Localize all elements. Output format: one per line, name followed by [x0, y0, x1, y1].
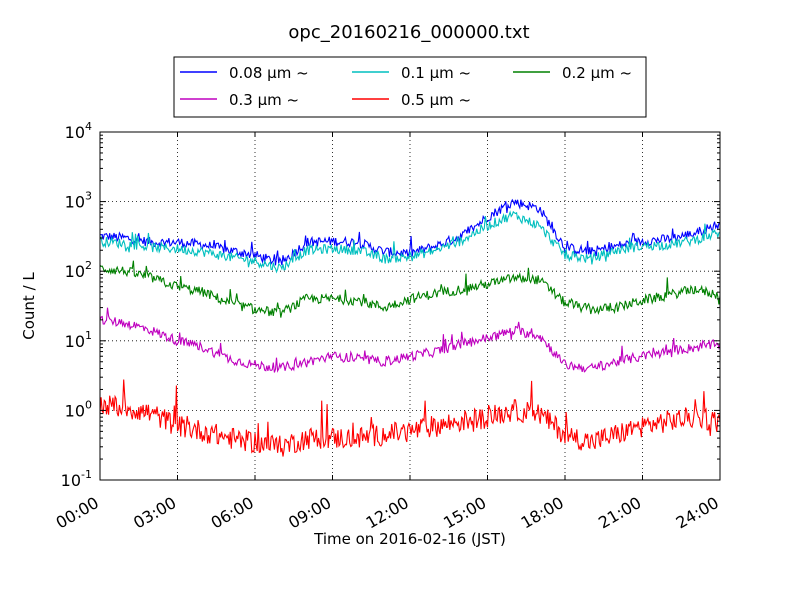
- y-tick-label: 10-1: [61, 468, 92, 490]
- series-line: [99, 379, 721, 457]
- legend-label: 0.08 μm ~: [229, 64, 309, 82]
- x-tick-label: 03:00: [130, 493, 179, 533]
- y-tick-label: 103: [65, 190, 92, 212]
- chart-title: opc_20160216_000000.txt: [288, 22, 529, 43]
- y-tick-label: 100: [65, 398, 92, 420]
- x-tick-label: 00:00: [53, 493, 102, 533]
- x-tick-label: 24:00: [673, 493, 722, 533]
- y-axis-label: Count / L: [20, 272, 38, 340]
- legend-label: 0.5 μm ~: [401, 91, 471, 109]
- x-tick-label: 15:00: [440, 493, 489, 533]
- series-line: [99, 260, 721, 318]
- legend-label: 0.1 μm ~: [401, 64, 471, 82]
- legend-label: 0.3 μm ~: [229, 91, 299, 109]
- y-tick-label: 101: [65, 329, 92, 351]
- x-tick-label: 06:00: [208, 493, 257, 533]
- legend: 0.08 μm ~ 0.1 μm ~ 0.2 μm ~ 0.3 μm ~ 0.5 μm …: [173, 56, 647, 118]
- x-axis-label: Time on 2016-02-16 (JST): [313, 530, 506, 548]
- plot-area: [99, 198, 721, 457]
- x-tick-label: 21:00: [595, 493, 644, 533]
- grid: [100, 132, 720, 480]
- x-tick-label: 12:00: [363, 493, 412, 533]
- x-tick-label: 09:00: [285, 493, 334, 533]
- y-tick-label: 102: [65, 259, 92, 281]
- legend-label: 0.2 μm ~: [562, 64, 632, 82]
- series-line: [99, 210, 721, 274]
- y-tick-label: 104: [65, 120, 92, 142]
- series-line: [99, 307, 721, 373]
- series-line: [99, 198, 721, 266]
- axis-ticks: 00:00 03:00 06:00 09:00 12:00 15:00 18:00 21:00…: [53, 120, 722, 533]
- legend-box: [173, 56, 647, 118]
- x-tick-label: 18:00: [518, 493, 567, 533]
